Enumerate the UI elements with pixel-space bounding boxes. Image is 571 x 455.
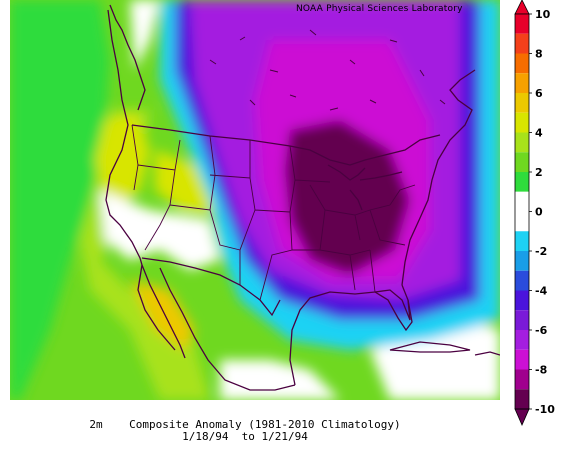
us-mexico-border: [141, 257, 281, 317]
field-white-caribbean: [370, 320, 500, 400]
caption-line1: 2m Composite Anomaly (1981-2010 Climatol…: [89, 418, 401, 431]
colorbar-tick-label: -8: [535, 364, 547, 377]
colorbar-segment: [515, 112, 529, 133]
colorbar-segment: [515, 330, 529, 350]
colorbar-tick-label: 2: [535, 166, 543, 179]
colorbar-segment: [515, 152, 529, 172]
colorbar: 10 8 6 4 2 0 -2 -4 -6 -8 -10: [510, 0, 571, 451]
florida-outline: [374, 291, 413, 332]
colorbar-tick-label: -2: [535, 245, 547, 258]
colorbar-bottom-arrow: [514, 408, 530, 426]
anomaly-map: [10, 0, 500, 400]
colorbar-segment: [515, 33, 529, 54]
baja-coastline: [137, 264, 186, 359]
caption-line2: 1/18/94 to 1/21/94: [182, 430, 308, 443]
colorbar-segment: [515, 231, 529, 251]
west-coastline: [105, 9, 143, 266]
colorbar-segment: [515, 14, 529, 34]
colorbar-segment: [515, 191, 529, 232]
colorbar-tick-label: -10: [535, 403, 555, 416]
mexico-coastline: [159, 267, 296, 391]
colorbar-tick-label: 8: [535, 48, 543, 61]
colorbar-segment: [515, 93, 529, 113]
colorbar-segment: [515, 53, 529, 74]
colorbar-segment: [515, 251, 529, 271]
colorbar-segment: [515, 73, 529, 93]
great-lakes: [327, 164, 403, 211]
cuba-outline: [389, 341, 471, 353]
colorbar-segment: [515, 349, 529, 370]
anomaly-field: [10, 0, 500, 400]
colorbar-segment: [515, 172, 529, 192]
colorbar-segment: [515, 310, 529, 330]
colorbar-tick-label: -4: [535, 285, 548, 298]
canada-lakes: [209, 29, 446, 111]
colorbar-tick-label: 10: [535, 8, 551, 21]
field-green-west: [10, 0, 110, 400]
hispaniola-outline: [474, 351, 500, 356]
state-boundaries: [131, 124, 416, 301]
state-lines: [131, 124, 416, 301]
credit-label: NOAA Physical Sciences Laboratory: [296, 4, 463, 14]
colorbar-segment: [515, 290, 529, 311]
bc-coastline: [109, 4, 146, 111]
field-white-north: [130, 0, 160, 70]
gulf-coastline: [289, 284, 411, 386]
field-white-zero: [100, 190, 220, 270]
colorbar-svg: 10 8 6 4 2 0 -2 -4 -6 -8 -10: [514, 0, 555, 426]
east-coastline: [401, 69, 476, 286]
colorbar-tick-label: 4: [535, 127, 543, 140]
colorbar-tick-label: -6: [535, 324, 548, 337]
field-yellow-mexico: [130, 280, 195, 350]
colorbar-segment: [515, 389, 529, 409]
colorbar-tick-label: 0: [535, 206, 543, 219]
canada-lake-marks: [209, 29, 446, 111]
colorbar-top-arrow: [514, 0, 530, 15]
colorbar-segment: [515, 270, 529, 291]
anomaly-map-svg: [10, 0, 500, 400]
colorbar-tick-label: 6: [535, 87, 543, 100]
colorbar-segment: [515, 369, 529, 390]
colorbar-segment: [515, 132, 529, 153]
